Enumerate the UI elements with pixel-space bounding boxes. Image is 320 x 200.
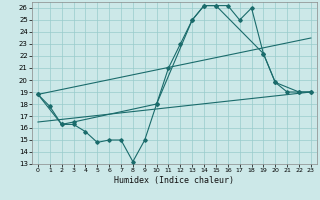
X-axis label: Humidex (Indice chaleur): Humidex (Indice chaleur) xyxy=(115,176,234,185)
